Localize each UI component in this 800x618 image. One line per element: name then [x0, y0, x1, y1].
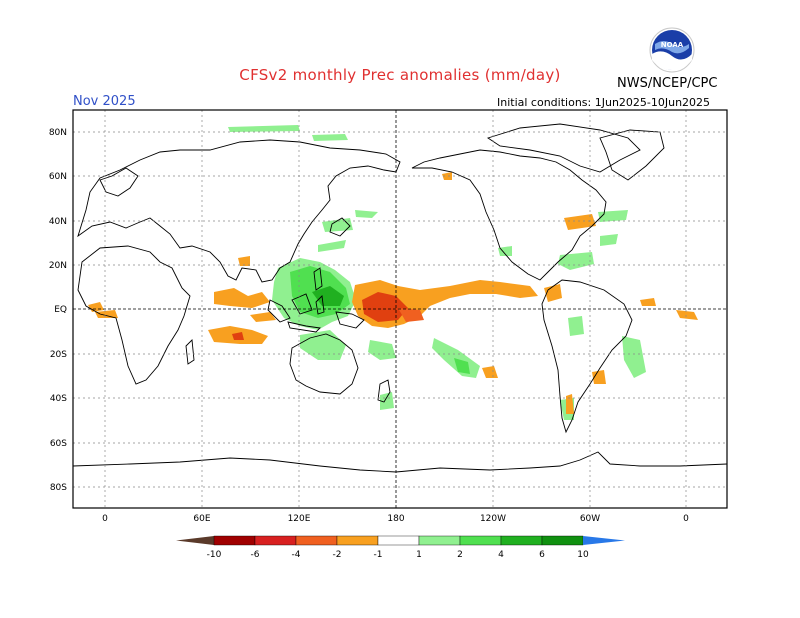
lat-label: 40S	[50, 394, 67, 404]
dry-se-atl	[676, 310, 698, 320]
lon-label: 60W	[580, 514, 600, 524]
lon-label: 0	[102, 514, 108, 524]
forecast-month: Nov 2025	[73, 94, 136, 109]
graticule	[73, 110, 727, 508]
dry-indian-north	[214, 288, 270, 308]
dry-se-pac	[482, 366, 498, 378]
colorbar-label: -1	[374, 550, 383, 560]
wet-arctic-2	[312, 134, 348, 141]
wet-nz	[380, 392, 394, 410]
lat-label: 60S	[50, 439, 67, 449]
dry-central-pacific-core	[362, 292, 408, 322]
coast-japan	[329, 217, 351, 237]
colorbar-label: -10	[207, 550, 222, 560]
coast-australia	[289, 333, 359, 395]
wet-natl-1	[598, 210, 628, 222]
colorbar-label: 10	[577, 550, 589, 560]
colorbar-swatch	[377, 535, 420, 546]
coast-scandinavia	[99, 167, 139, 197]
colorbar-swatch	[336, 535, 379, 546]
wet-nwpac	[355, 210, 378, 218]
colorbar-arrow-low	[176, 536, 214, 545]
colorbar-label: -4	[292, 550, 301, 560]
wet-spcz-core	[454, 358, 470, 374]
logo-text: NOAA	[661, 41, 684, 49]
dry-colombia	[544, 284, 562, 302]
colorbar-label: 2	[457, 550, 463, 560]
coast-philippines	[313, 267, 323, 291]
coast-sulawesi	[315, 295, 325, 315]
lat-labels: 80N 60N 40N 20N EQ 20S 40S 60S 80S	[49, 128, 67, 493]
lat-label: 20S	[50, 350, 67, 360]
dry-sumatra	[250, 312, 276, 322]
colorbar-label: -6	[251, 550, 260, 560]
map-title: CFSv2 monthly Prec anomalies (mm/day)	[239, 66, 561, 84]
coast-new-guinea	[335, 311, 365, 329]
wet-china-sea	[318, 240, 346, 252]
colorbar-label: 1	[416, 550, 422, 560]
noaa-logo: NOAA	[649, 27, 695, 73]
colorbar-label: -2	[333, 550, 342, 560]
dry-eq-atl	[640, 298, 656, 306]
coast-greenland	[599, 129, 665, 181]
coast-java	[287, 321, 321, 333]
map-frame	[72, 109, 728, 509]
wet-maritime-peak	[312, 286, 344, 306]
coast-borneo	[291, 293, 313, 315]
lon-label: 180	[387, 514, 404, 524]
lon-label: 0	[683, 514, 689, 524]
colorbar-swatch	[254, 535, 297, 546]
coast-sumatra	[267, 299, 291, 323]
wet-mexico	[498, 246, 512, 256]
dry-indian-core	[232, 332, 244, 340]
lat-label: 20N	[49, 261, 67, 271]
dry-alaska	[442, 172, 452, 180]
lat-label: 80S	[50, 483, 67, 493]
dry-central-pacific-edge	[398, 308, 424, 322]
colorbar-swatch	[459, 535, 502, 546]
dry-bay-bengal	[238, 256, 250, 266]
colorbar-swatch	[541, 535, 584, 546]
wet-caribbean	[558, 252, 594, 270]
coast-madagascar	[185, 339, 195, 365]
dry-brazil-south	[592, 370, 606, 384]
initial-conditions: Initial conditions: 1Jun2025-10Jun2025	[497, 96, 711, 109]
coastlines	[72, 123, 728, 473]
lat-label: 80N	[49, 128, 67, 138]
lon-label: 120E	[288, 514, 311, 524]
lat-label: 60N	[49, 172, 67, 182]
coast-north-america	[411, 149, 607, 281]
coast-antarctica	[72, 451, 728, 473]
colorbar-label: 4	[498, 550, 504, 560]
dry-gulf-guinea	[95, 310, 118, 318]
colorbar-swatch	[418, 535, 461, 546]
wet-sw-pac-1	[368, 340, 396, 360]
wet-natl-2	[600, 234, 618, 246]
coast-eurasia	[77, 139, 401, 283]
colorbar-label: 6	[539, 550, 545, 560]
coast-arctic-canada	[486, 123, 641, 173]
equator-dateline	[73, 110, 727, 508]
lat-label: EQ	[54, 305, 67, 315]
lon-label: 60E	[193, 514, 210, 524]
lon-label: 120W	[480, 514, 506, 524]
colorbar-swatch	[295, 535, 338, 546]
colorbar-arrow-high	[583, 536, 625, 545]
colorbar: -10 -6 -4 -2 -1 1 2 4 6 10	[176, 535, 625, 560]
lon-labels: 0 60E 120E 180 120W 60W 0	[102, 514, 689, 524]
coast-south-america	[541, 279, 633, 434]
organization-label: NWS/NCEP/CPC	[617, 76, 718, 91]
wet-arctic-1	[228, 125, 300, 132]
lat-label: 40N	[49, 217, 67, 227]
colorbar-swatch	[500, 535, 543, 546]
colorbar-swatch	[213, 535, 256, 546]
coast-new-zealand	[377, 379, 391, 403]
anomaly-fields	[88, 125, 698, 420]
dry-us-east	[564, 214, 596, 230]
dry-chile	[566, 394, 574, 414]
wet-amazon	[568, 316, 584, 336]
wet-satl	[622, 336, 646, 378]
